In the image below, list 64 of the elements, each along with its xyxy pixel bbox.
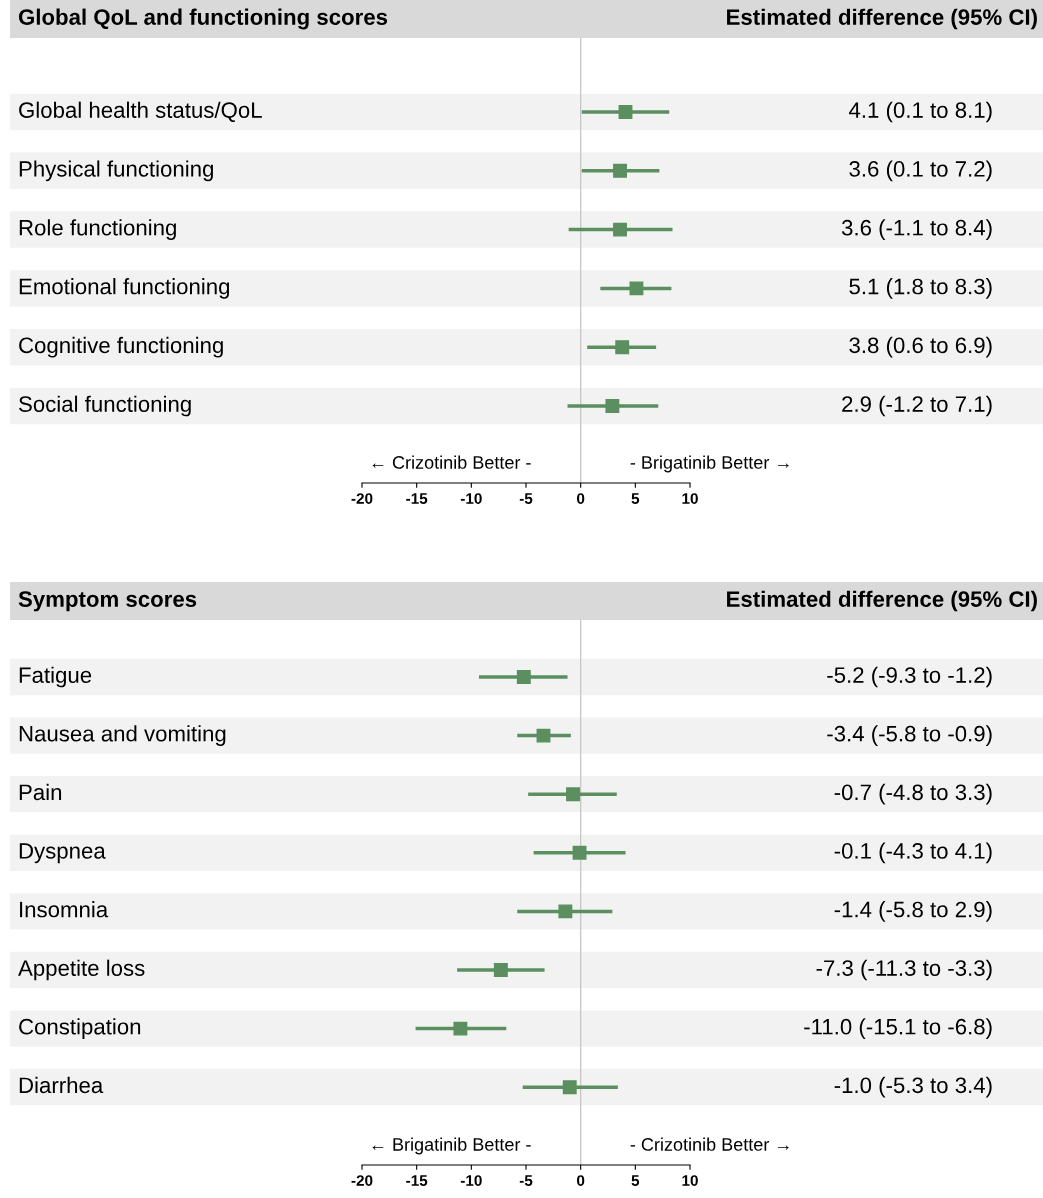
point (562, 1080, 577, 1095)
data-label: -7.3 (-11.3 to -3.3) (816, 959, 992, 981)
data-label: 2.9 (-1.2 to 7.1) (842, 395, 992, 417)
point (453, 1021, 468, 1036)
point (615, 340, 630, 355)
y-tick-label: Appetite loss (18, 959, 145, 981)
x-tick-label: -5 (519, 493, 533, 504)
data-label: 3.8 (0.6 to 6.9) (849, 336, 992, 358)
annotation: - Crizotinib Better → (630, 1137, 789, 1151)
point (613, 163, 627, 178)
y-tick-label: Social functioning (19, 395, 191, 417)
point (558, 904, 573, 919)
y-tick-label: Nausea and vomiting (19, 725, 226, 746)
y-tick-label: Fatigue (19, 666, 92, 688)
data-label: -1.4 (-5.8 to 2.9) (834, 901, 992, 922)
data-label: 3.6 (-1.1 to 8.4) (841, 219, 992, 240)
data-label: -0.7 (-4.8 to 3.3) (834, 783, 992, 805)
data-label: 5.1 (1.8 to 8.3) (849, 278, 992, 299)
x-tick-label: 10 (682, 493, 698, 504)
data-label: -5.2 (-9.3 to -1.2) (827, 666, 992, 688)
x-tick-label: 0 (577, 1175, 585, 1186)
point (566, 787, 580, 802)
text: Symptom scores (18, 591, 197, 612)
point (629, 281, 644, 296)
x-tick-label: 10 (682, 1175, 698, 1186)
y-tick-label: Cognitive functioning (19, 336, 223, 358)
y-tick-label: Constipation (19, 1018, 141, 1039)
y-tick-label: Insomnia (20, 901, 109, 918)
point (572, 845, 587, 860)
point (605, 399, 620, 413)
point (516, 670, 531, 684)
y-tick-label: Pain (19, 783, 62, 801)
text: Estimated difference (95% CI) (727, 590, 1037, 612)
point (536, 728, 551, 743)
data-label: -11.0 (-15.1 to -6.8) (804, 1018, 992, 1039)
x-tick-label: -15 (406, 1175, 428, 1186)
annotation: - Brigatinib Better → (630, 455, 789, 473)
chart-title: Global QoL and functioning scores (18, 8, 388, 30)
y-tick-label: Diarrhea (19, 1076, 104, 1094)
annotation: ← Brigatinib Better - (372, 1137, 531, 1155)
y-tick-label: Role functioning (19, 219, 176, 240)
x-tick-label: -5 (519, 1175, 533, 1186)
point (613, 222, 627, 237)
x-tick-label: -15 (406, 493, 428, 504)
y-tick-label: Global health status/QoL (19, 101, 262, 122)
point (618, 105, 633, 119)
x-tick-label: -20 (351, 493, 373, 504)
data-label: -1.0 (-5.3 to 3.4) (834, 1076, 992, 1098)
text: Estimated difference (95% CI) (727, 8, 1037, 30)
data-label: -0.1 (-4.3 to 4.1) (834, 842, 992, 864)
y-tick-label: Physical functioning (19, 160, 213, 182)
annotation: ← Crizotinib Better - (372, 455, 531, 469)
x-tick-label: 5 (631, 1175, 640, 1186)
y-tick-label: Dyspnea (19, 843, 106, 864)
data-label: 3.6 (0.1 to 7.2) (849, 160, 992, 182)
point (493, 963, 508, 977)
x-tick-label: -10 (460, 493, 482, 504)
data-label: 4.1 (0.1 to 8.1) (848, 101, 992, 123)
x-tick-label: -10 (460, 1175, 482, 1186)
y-tick-label: Emotional functioning (19, 278, 230, 299)
data-label: -3.4 (-5.8 to -0.9) (827, 725, 992, 746)
x-tick-label: 0 (577, 493, 585, 504)
x-tick-label: 5 (631, 493, 640, 504)
x-tick-label: -20 (351, 1175, 373, 1186)
